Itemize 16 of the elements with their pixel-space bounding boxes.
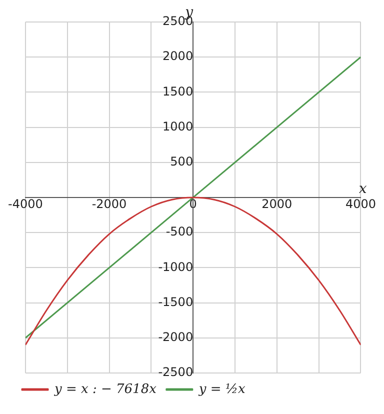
y-tick-label: -500 (166, 224, 194, 239)
x-tick-label: 4000 (345, 196, 376, 211)
y-tick-label: -2500 (158, 365, 194, 380)
x-tick-label: -4000 (8, 196, 43, 211)
legend-label: y = x : − 7618x (54, 382, 158, 397)
y-tick-label: -1000 (158, 260, 194, 274)
y-tick-label: 2000 (162, 49, 194, 64)
legend-label: y = ½x (198, 382, 246, 397)
y-tick-label: 1500 (162, 84, 194, 98)
y-tick-label: 500 (170, 154, 194, 169)
x-axis-title: x (358, 181, 367, 198)
y-tick-label: -1500 (158, 294, 194, 309)
y-tick-label: -2000 (158, 330, 194, 344)
x-tick-label: -2000 (92, 196, 127, 211)
x-tick-label: 2000 (262, 196, 292, 211)
y-tick-label: 1000 (162, 119, 194, 134)
